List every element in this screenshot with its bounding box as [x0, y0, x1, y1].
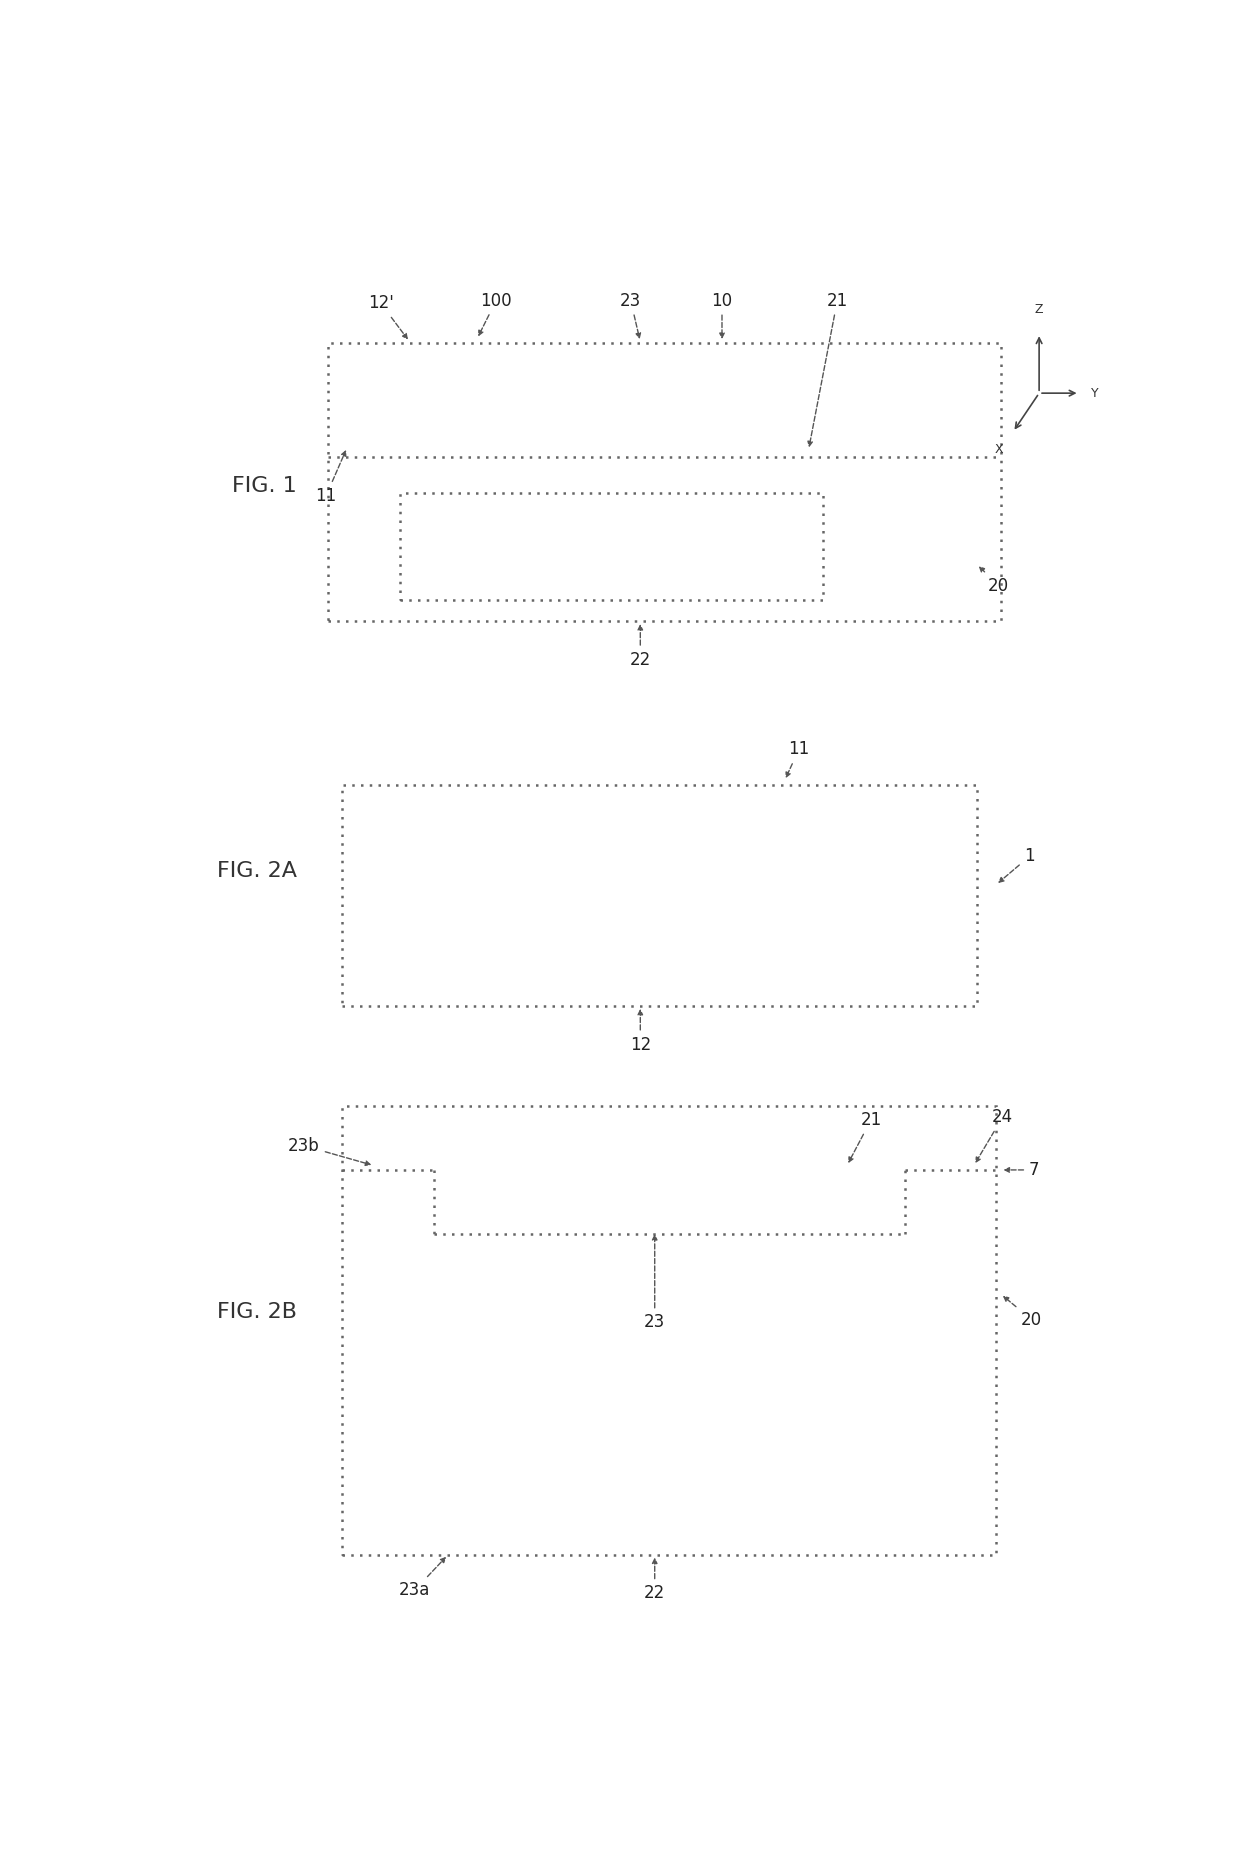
Text: 23a: 23a	[399, 1559, 445, 1599]
Text: FIG. 1: FIG. 1	[232, 476, 296, 496]
Text: FIG. 2A: FIG. 2A	[217, 861, 298, 881]
Bar	[342, 1105, 996, 1555]
Text: 22: 22	[644, 1559, 666, 1603]
Text: 100: 100	[479, 291, 512, 335]
Text: 24: 24	[976, 1109, 1013, 1162]
Text: 12: 12	[630, 1011, 651, 1053]
Bar	[342, 785, 977, 1007]
Text: 22: 22	[630, 626, 651, 668]
Text: X: X	[994, 444, 1003, 457]
Text: 23: 23	[644, 1235, 666, 1331]
Text: 10: 10	[712, 291, 733, 337]
Bar	[327, 342, 1001, 622]
Text: 20: 20	[980, 566, 1009, 594]
Text: 7: 7	[1004, 1161, 1039, 1179]
Text: FIG. 2B: FIG. 2B	[217, 1303, 298, 1322]
Text: 20: 20	[1004, 1298, 1042, 1329]
Text: 21: 21	[808, 291, 848, 446]
Text: 23b: 23b	[288, 1137, 370, 1166]
Text: Y: Y	[1091, 387, 1099, 400]
Text: 12': 12'	[368, 294, 407, 339]
Text: 11: 11	[786, 740, 810, 777]
Text: 21: 21	[849, 1111, 882, 1162]
Text: 11: 11	[315, 452, 346, 505]
Text: 1: 1	[999, 848, 1035, 883]
Bar	[401, 492, 823, 600]
Text: Z: Z	[1035, 304, 1043, 317]
Text: 23: 23	[620, 291, 641, 337]
